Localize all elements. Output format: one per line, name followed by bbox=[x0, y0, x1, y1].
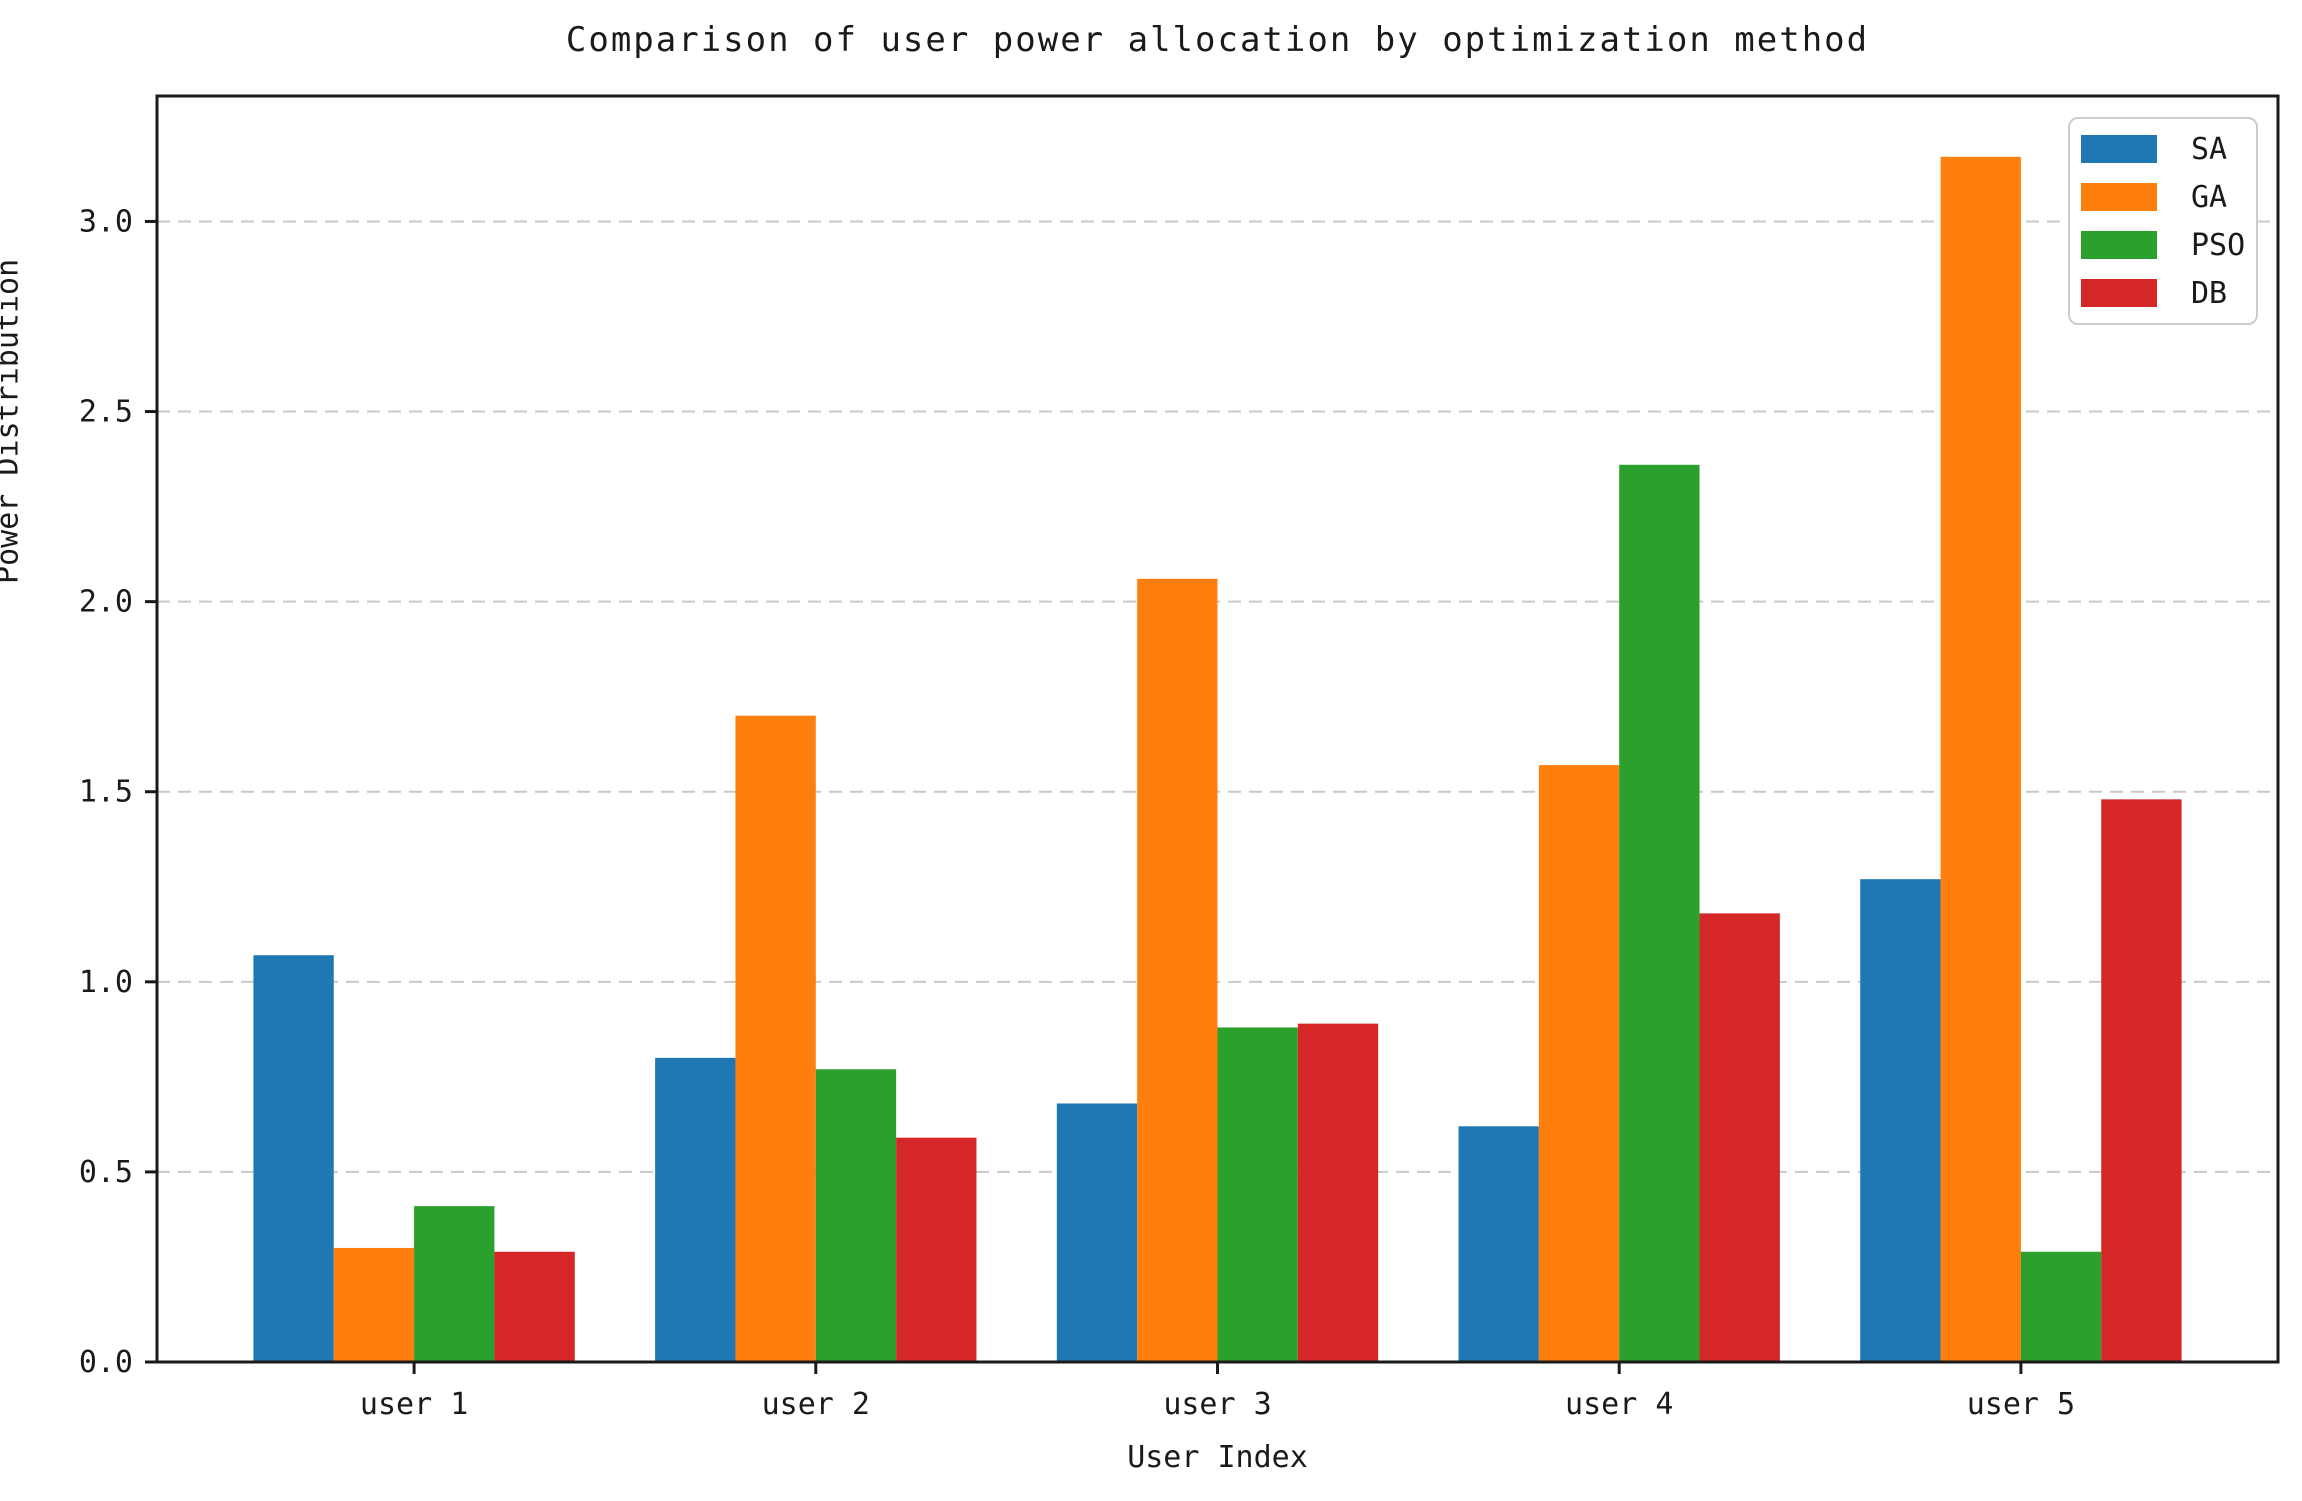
bar-ga-user-5 bbox=[1940, 156, 2021, 1362]
bar-ga-user-2 bbox=[735, 715, 816, 1362]
bar-pso-user-2 bbox=[815, 1069, 897, 1362]
bar-chart-svg: 0.0 0.5 1.0 1.5 2.0 2.5 3.0 user 1 user 2 user 3 u… bbox=[79, 94, 2280, 1422]
bar-pso-user-5 bbox=[2020, 1251, 2102, 1362]
bar-pso-user-4 bbox=[1619, 464, 1700, 1362]
chart-title: Comparison of user power allocation by o… bbox=[565, 20, 1870, 60]
legend-label-sa: SA bbox=[2191, 131, 2228, 167]
bar-sa-user-2 bbox=[655, 1057, 736, 1362]
x-tick-label-user-5: user 5 bbox=[1967, 1387, 2075, 1422]
axes-frame bbox=[155, 94, 2280, 1364]
x-tick-label-user-1: user 1 bbox=[360, 1387, 468, 1422]
legend-swatch-ga bbox=[2081, 183, 2157, 211]
bar-db-user-5 bbox=[2101, 799, 2182, 1362]
legend-label-db: DB bbox=[2191, 275, 2228, 311]
y-tick-label-0.0: 0.0 bbox=[79, 1345, 133, 1380]
x-tick-label-user-3: user 3 bbox=[1163, 1387, 1271, 1422]
bar-ga-user-4 bbox=[1538, 765, 1620, 1362]
y-axis-label: Power Distribution bbox=[0, 258, 26, 584]
y-tick-label-1.0: 1.0 bbox=[79, 965, 133, 1000]
bar-ga-user-3 bbox=[1137, 578, 1218, 1362]
x-tick-label-user-2: user 2 bbox=[762, 1387, 870, 1422]
bar-sa-user-3 bbox=[1056, 1103, 1138, 1362]
x-axis-label: User Index bbox=[1127, 1440, 1308, 1475]
bar-pso-user-1 bbox=[414, 1206, 495, 1362]
y-tick-label-3.0: 3.0 bbox=[79, 204, 133, 239]
bar-ga-user-1 bbox=[333, 1247, 415, 1362]
bar-sa-user-1 bbox=[253, 955, 334, 1362]
plot-area: 0.0 0.5 1.0 1.5 2.0 2.5 3.0 user 1 user 2 user 3 u… bbox=[79, 94, 2280, 1422]
legend-swatch-sa bbox=[2081, 135, 2157, 163]
bar-sa-user-5 bbox=[1860, 879, 1941, 1362]
y-tick-label-2.0: 2.0 bbox=[79, 585, 133, 620]
legend-item-db: DB bbox=[2081, 275, 2246, 311]
legend-item-sa: SA bbox=[2081, 131, 2246, 167]
y-tick-label-1.5: 1.5 bbox=[79, 775, 133, 810]
legend-label-pso: PSO bbox=[2191, 227, 2246, 263]
bar-db-user-3 bbox=[1297, 1023, 1379, 1362]
bar-db-user-1 bbox=[494, 1251, 575, 1362]
legend-swatch-pso bbox=[2081, 231, 2157, 259]
legend-swatch-db bbox=[2081, 279, 2157, 307]
bar-sa-user-4 bbox=[1458, 1126, 1539, 1362]
legend-item-pso: PSO bbox=[2081, 227, 2246, 263]
bar-pso-user-3 bbox=[1217, 1027, 1298, 1362]
legend: SA GA PSO DB bbox=[2068, 117, 2258, 325]
x-tick-label-user-4: user 4 bbox=[1565, 1387, 1673, 1422]
bar-db-user-2 bbox=[896, 1137, 977, 1362]
legend-label-ga: GA bbox=[2191, 179, 2228, 215]
bar-db-user-4 bbox=[1699, 913, 1780, 1362]
legend-item-ga: GA bbox=[2081, 179, 2246, 215]
y-tick-label-2.5: 2.5 bbox=[79, 395, 133, 430]
y-tick-label-0.5: 0.5 bbox=[79, 1155, 133, 1190]
